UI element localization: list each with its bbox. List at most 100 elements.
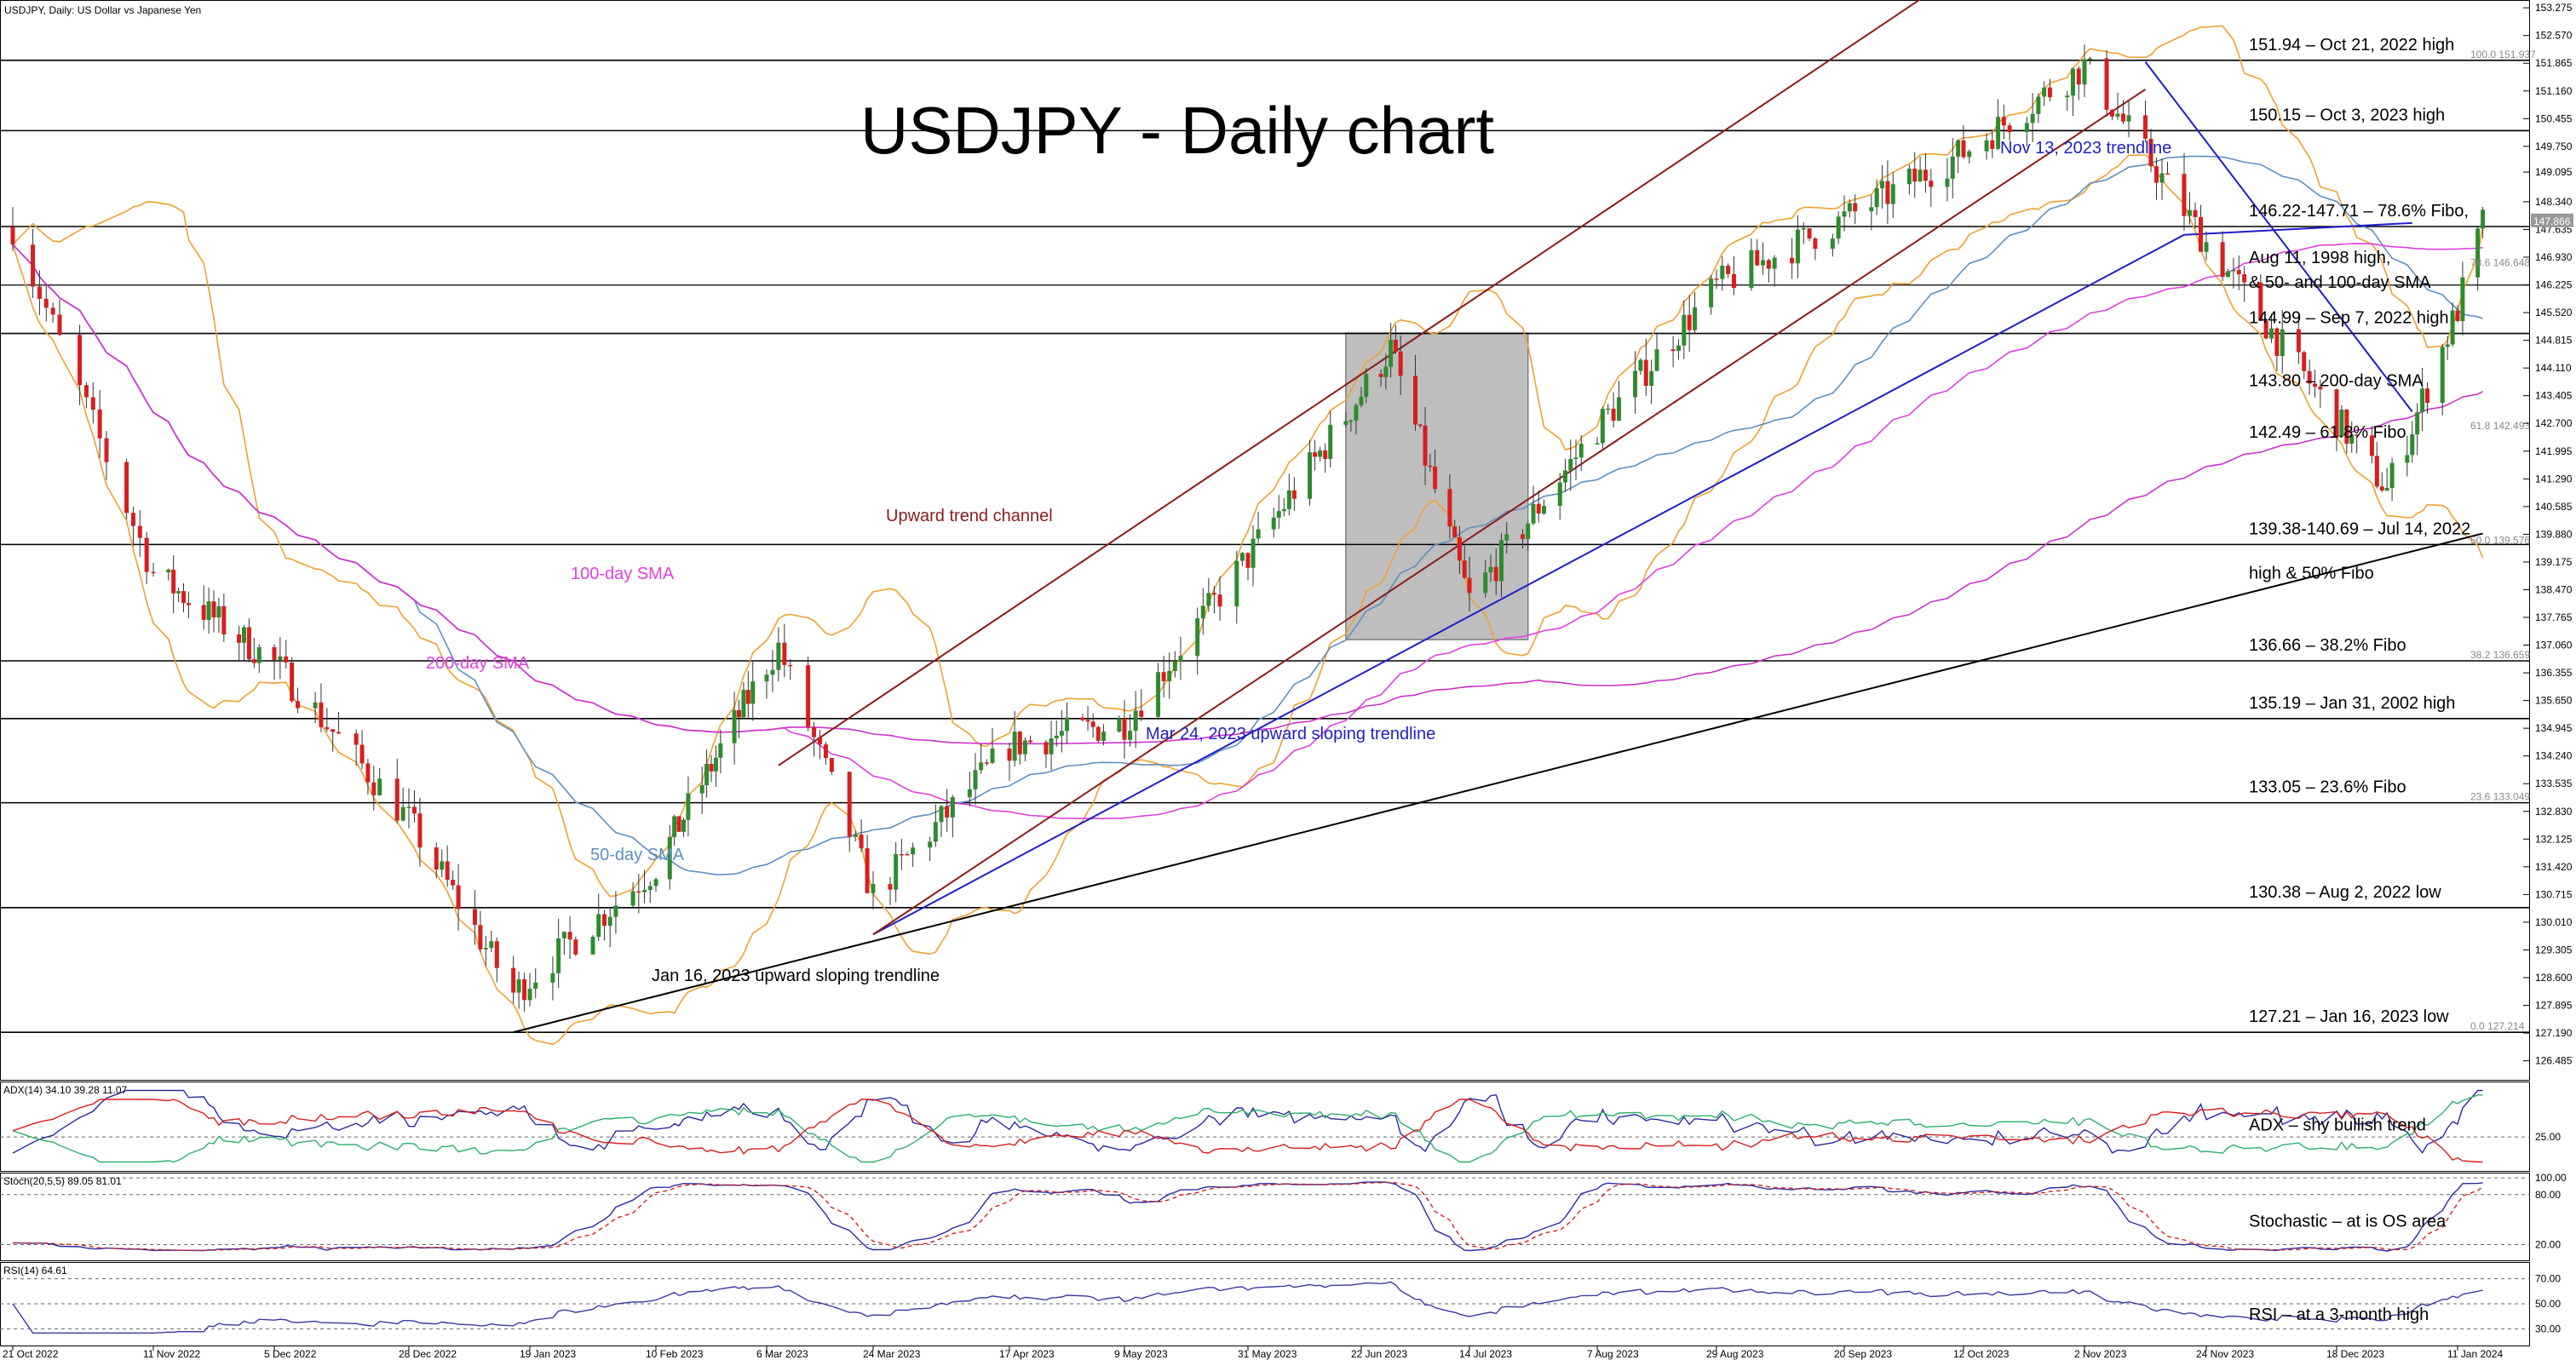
- candle-body: [847, 772, 852, 837]
- candle-body: [216, 605, 221, 618]
- candle-body: [1488, 566, 1493, 573]
- candle-body: [788, 664, 793, 667]
- candle-body: [2313, 383, 2317, 387]
- candle-body: [737, 709, 741, 718]
- x-tick-label: 24 Mar 2023: [863, 1348, 921, 1360]
- x-tick-label: 11 Jan 2024: [2447, 1348, 2503, 1360]
- candle-body: [246, 627, 251, 660]
- chart-header: USDJPY, Daily: US Dollar vs Japanese Yen: [4, 4, 201, 16]
- candle-body: [1467, 577, 1472, 594]
- candle-body: [1600, 409, 1605, 444]
- candle-body: [1945, 178, 1950, 187]
- x-tick-label: 31 May 2023: [1238, 1348, 1297, 1360]
- x-tick-label: 5 Dec 2022: [264, 1348, 317, 1360]
- candle-body: [417, 813, 423, 848]
- candle-body: [1343, 421, 1348, 425]
- candle-body: [2302, 352, 2307, 371]
- level-label-extra: 143.80 – 200-day SMA: [2249, 371, 2424, 390]
- candle-body: [1836, 216, 1841, 239]
- y-tick-label: 139.175: [2535, 556, 2573, 568]
- adx-minus-di-line: [12, 1099, 2483, 1163]
- main-panel-frame: [0, 0, 2530, 1081]
- candle-body: [290, 662, 295, 702]
- candle-body: [1956, 141, 1961, 157]
- candle-body: [1521, 534, 1525, 539]
- candle-body: [1308, 452, 1313, 499]
- candle-body: [2420, 388, 2425, 412]
- candle-body: [1044, 742, 1049, 755]
- indicator-level-label: 80.00: [2535, 1189, 2561, 1201]
- candle-body: [636, 891, 641, 893]
- indicator-panel-frame: [0, 1082, 2530, 1172]
- candle-body: [2236, 269, 2241, 275]
- candle-body: [1633, 370, 1638, 398]
- candle-body: [2007, 125, 2012, 133]
- candle-body: [313, 702, 318, 709]
- candle-body: [812, 726, 817, 737]
- candle-body: [2263, 320, 2268, 339]
- y-tick-label: 127.895: [2535, 1000, 2573, 1012]
- candle-body: [1611, 408, 1616, 422]
- candle-body: [1720, 265, 1725, 279]
- x-tick-label: 18 Dec 2023: [2326, 1348, 2384, 1360]
- candle-body: [237, 634, 242, 643]
- candle-body: [573, 939, 578, 955]
- candle-body: [1643, 359, 1648, 387]
- y-tick-label: 134.945: [2535, 722, 2573, 734]
- candle-body: [1616, 397, 1621, 422]
- candle-body: [472, 909, 477, 926]
- candle-body: [2001, 117, 2006, 126]
- candle-body: [1234, 560, 1239, 607]
- candle-body: [1200, 605, 1205, 619]
- candle-body: [806, 665, 811, 727]
- candle-body: [630, 891, 635, 906]
- candle-body: [1709, 278, 1714, 307]
- candle-body: [1318, 450, 1323, 457]
- mar24-trendline: [872, 233, 2185, 936]
- x-tick-label: 17 Apr 2023: [999, 1348, 1055, 1360]
- candle-body: [1984, 140, 1989, 152]
- candle-body: [2415, 411, 2420, 435]
- candle-body: [1842, 211, 1847, 217]
- candle-body: [741, 690, 746, 718]
- candle-body: [1195, 618, 1200, 657]
- candle-body: [1749, 250, 1754, 289]
- x-tick-label: 19 Jan 2023: [520, 1348, 576, 1360]
- y-tick-label: 128.600: [2535, 972, 2573, 984]
- candle-body: [1726, 265, 1731, 274]
- candle-body: [911, 847, 916, 855]
- candle-body: [613, 905, 618, 917]
- level-label: 136.66 – 38.2% Fibo: [2249, 636, 2406, 655]
- indicator-header: RSI(14) 64.61: [3, 1265, 67, 1277]
- candle-body: [1906, 169, 1912, 185]
- candle-body: [2036, 96, 2041, 114]
- candle-body: [2024, 123, 2029, 133]
- y-tick-label: 139.880: [2535, 528, 2573, 540]
- annotation-200-sma: 200-day SMA: [426, 654, 530, 673]
- candle-body: [43, 298, 49, 308]
- rsi-line: [12, 1281, 2483, 1334]
- candle-body: [176, 591, 181, 594]
- candle-body: [211, 601, 216, 618]
- annotation-mar24: Mar 24, 2023 upward sloping trendline: [1146, 725, 1435, 743]
- channel-lower-line: [872, 89, 2147, 936]
- candle-body: [2258, 282, 2263, 321]
- candle-body: [1313, 452, 1318, 457]
- candle-body: [1880, 181, 1885, 189]
- candle-body: [325, 726, 330, 730]
- candle-body: [1996, 117, 2001, 149]
- candle-body: [894, 853, 899, 890]
- level-label: 135.19 – Jan 31, 2002 high: [2249, 694, 2455, 713]
- y-tick-label: 135.650: [2535, 695, 2573, 707]
- candle-body: [2165, 173, 2170, 175]
- candle-body: [1128, 731, 1133, 740]
- candle-body: [10, 227, 15, 245]
- x-tick-label: 11 Nov 2022: [143, 1348, 200, 1360]
- candle-body: [1423, 425, 1428, 466]
- candle-body: [1536, 503, 1541, 514]
- indicator-level-label: 20.00: [2535, 1238, 2561, 1250]
- candle-body: [2143, 115, 2148, 139]
- candle-body: [2460, 277, 2465, 322]
- candle-body: [776, 642, 781, 670]
- candle-body: [1853, 203, 1858, 212]
